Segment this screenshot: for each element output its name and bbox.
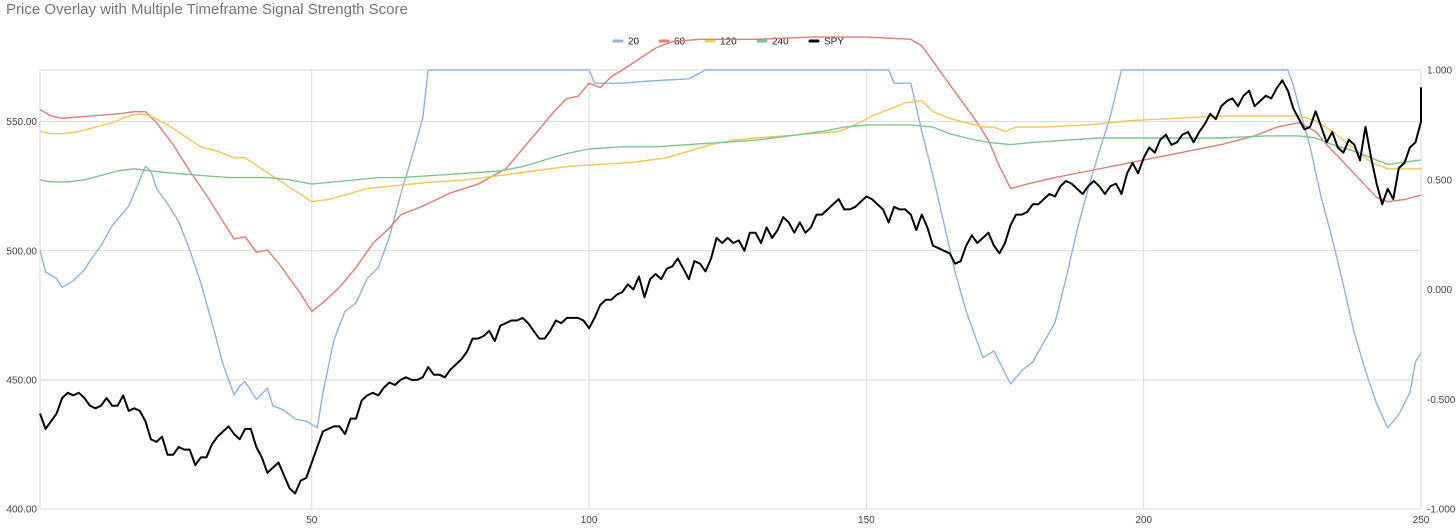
x-tick-label: 50: [306, 515, 318, 526]
legend-item-spy[interactable]: SPY: [808, 37, 844, 48]
right-y-tick-label: -1.000: [1427, 505, 1456, 516]
legend-label: 60: [674, 37, 686, 48]
right-y-tick-label: 0.000: [1427, 285, 1452, 296]
right-y-tick-label: 1.000: [1427, 66, 1452, 77]
right-axis-ticks: -1.000 -0.500 0.000 0.500 1.000: [1427, 66, 1456, 516]
right-y-tick-label: 0.500: [1427, 175, 1452, 186]
series-line-20: [39, 69, 1422, 429]
legend-item-120[interactable]: 120: [704, 37, 737, 48]
legend-item-60[interactable]: 60: [658, 37, 686, 48]
chart-title: Price Overlay with Multiple Timeframe Si…: [6, 1, 408, 18]
series-line-120: [39, 99, 1421, 203]
grid-lines: [39, 69, 1422, 510]
x-axis-ticks: 50 100 150 200 250: [306, 515, 1430, 526]
legend-label: 240: [772, 37, 789, 48]
legend-label: SPY: [824, 37, 844, 48]
legend-label: 20: [628, 37, 640, 48]
series-lines: [39, 36, 1422, 495]
series-line-240: [39, 124, 1422, 185]
left-y-tick-label: 400.00: [6, 505, 37, 516]
left-y-tick-label: 550.00: [6, 117, 37, 128]
legend-item-20[interactable]: 20: [612, 37, 640, 48]
x-tick-label: 200: [1135, 515, 1152, 526]
legend-item-240[interactable]: 240: [756, 37, 789, 48]
left-axis-ticks: 400.00 450.00 500.00 550.00: [6, 117, 37, 515]
legend: 20 60 120 240 SPY: [612, 37, 844, 48]
x-tick-label: 250: [1413, 515, 1430, 526]
series-line-spy: [39, 79, 1422, 495]
x-tick-label: 100: [581, 515, 598, 526]
series-line-60: [39, 36, 1422, 313]
right-y-tick-label: -0.500: [1427, 395, 1456, 406]
left-y-tick-label: 500.00: [6, 246, 37, 257]
left-y-tick-label: 450.00: [6, 375, 37, 386]
legend-label: 120: [720, 37, 737, 48]
x-tick-label: 150: [858, 515, 875, 526]
